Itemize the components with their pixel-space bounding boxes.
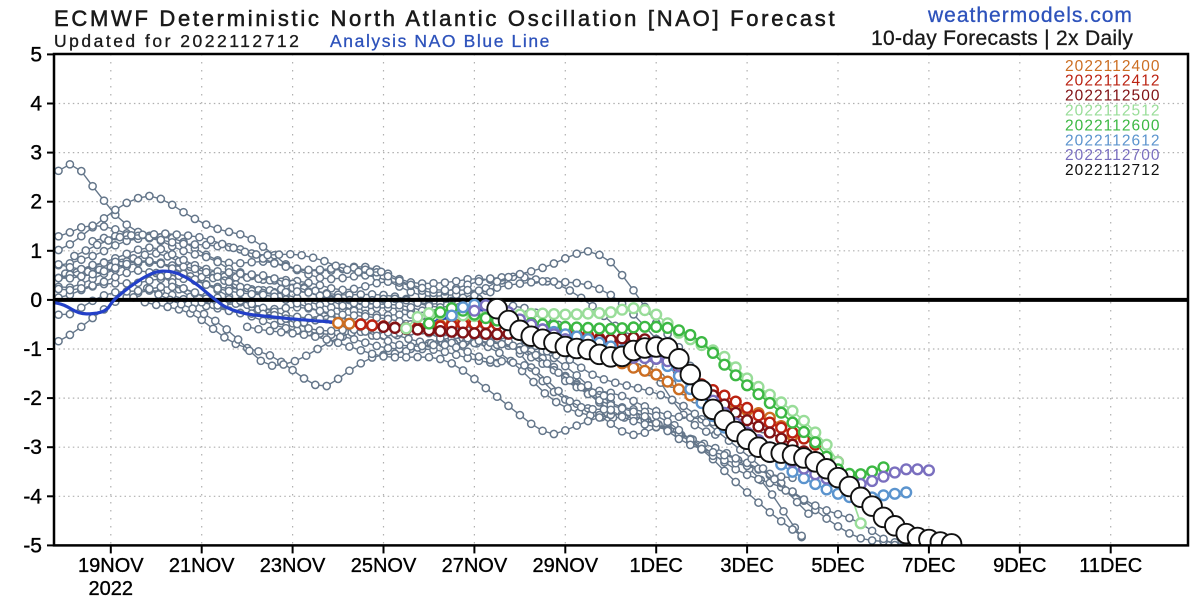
svg-text:10-day Forecasts | 2x Daily: 10-day Forecasts | 2x Daily: [871, 27, 1133, 50]
svg-text:23NOV: 23NOV: [260, 555, 326, 577]
svg-text:2022112612: 2022112612: [1065, 132, 1161, 149]
svg-text:1: 1: [30, 240, 42, 263]
svg-text:3: 3: [30, 142, 42, 165]
svg-text:-4: -4: [23, 485, 42, 508]
svg-text:5DEC: 5DEC: [811, 555, 864, 577]
svg-text:7DEC: 7DEC: [902, 555, 955, 577]
svg-text:-1: -1: [23, 338, 42, 361]
svg-text:11DEC: 11DEC: [1079, 555, 1142, 577]
svg-text:29NOV: 29NOV: [533, 555, 599, 577]
svg-text:Analysis NAO Blue Line: Analysis NAO Blue Line: [330, 31, 551, 51]
svg-text:3DEC: 3DEC: [720, 555, 773, 577]
svg-text:21NOV: 21NOV: [169, 555, 235, 577]
svg-text:2022112600: 2022112600: [1065, 117, 1161, 134]
svg-text:2022112412: 2022112412: [1065, 73, 1161, 90]
svg-text:2022112700: 2022112700: [1065, 147, 1161, 164]
svg-text:Updated for 2022112712: Updated for 2022112712: [54, 31, 301, 51]
svg-text:2022112712: 2022112712: [1065, 162, 1161, 179]
svg-text:5: 5: [30, 43, 42, 66]
svg-text:27NOV: 27NOV: [442, 555, 508, 577]
svg-text:ECMWF Deterministic North Atla: ECMWF Deterministic North Atlantic Oscil…: [54, 6, 837, 31]
svg-text:2: 2: [30, 191, 42, 214]
svg-text:2022112512: 2022112512: [1065, 103, 1161, 120]
svg-text:19NOV: 19NOV: [78, 555, 144, 577]
svg-text:2022112500: 2022112500: [1065, 88, 1161, 105]
svg-text:weathermodels.com: weathermodels.com: [927, 4, 1133, 27]
svg-text:2022: 2022: [89, 578, 134, 600]
svg-text:-5: -5: [23, 534, 42, 557]
svg-text:0: 0: [30, 289, 42, 312]
svg-text:4: 4: [30, 93, 42, 116]
svg-text:9DEC: 9DEC: [993, 555, 1046, 577]
svg-text:1DEC: 1DEC: [630, 555, 683, 577]
svg-text:-2: -2: [23, 387, 42, 410]
svg-text:2022112400: 2022112400: [1065, 58, 1161, 75]
svg-text:25NOV: 25NOV: [351, 555, 417, 577]
svg-text:-3: -3: [23, 436, 42, 459]
